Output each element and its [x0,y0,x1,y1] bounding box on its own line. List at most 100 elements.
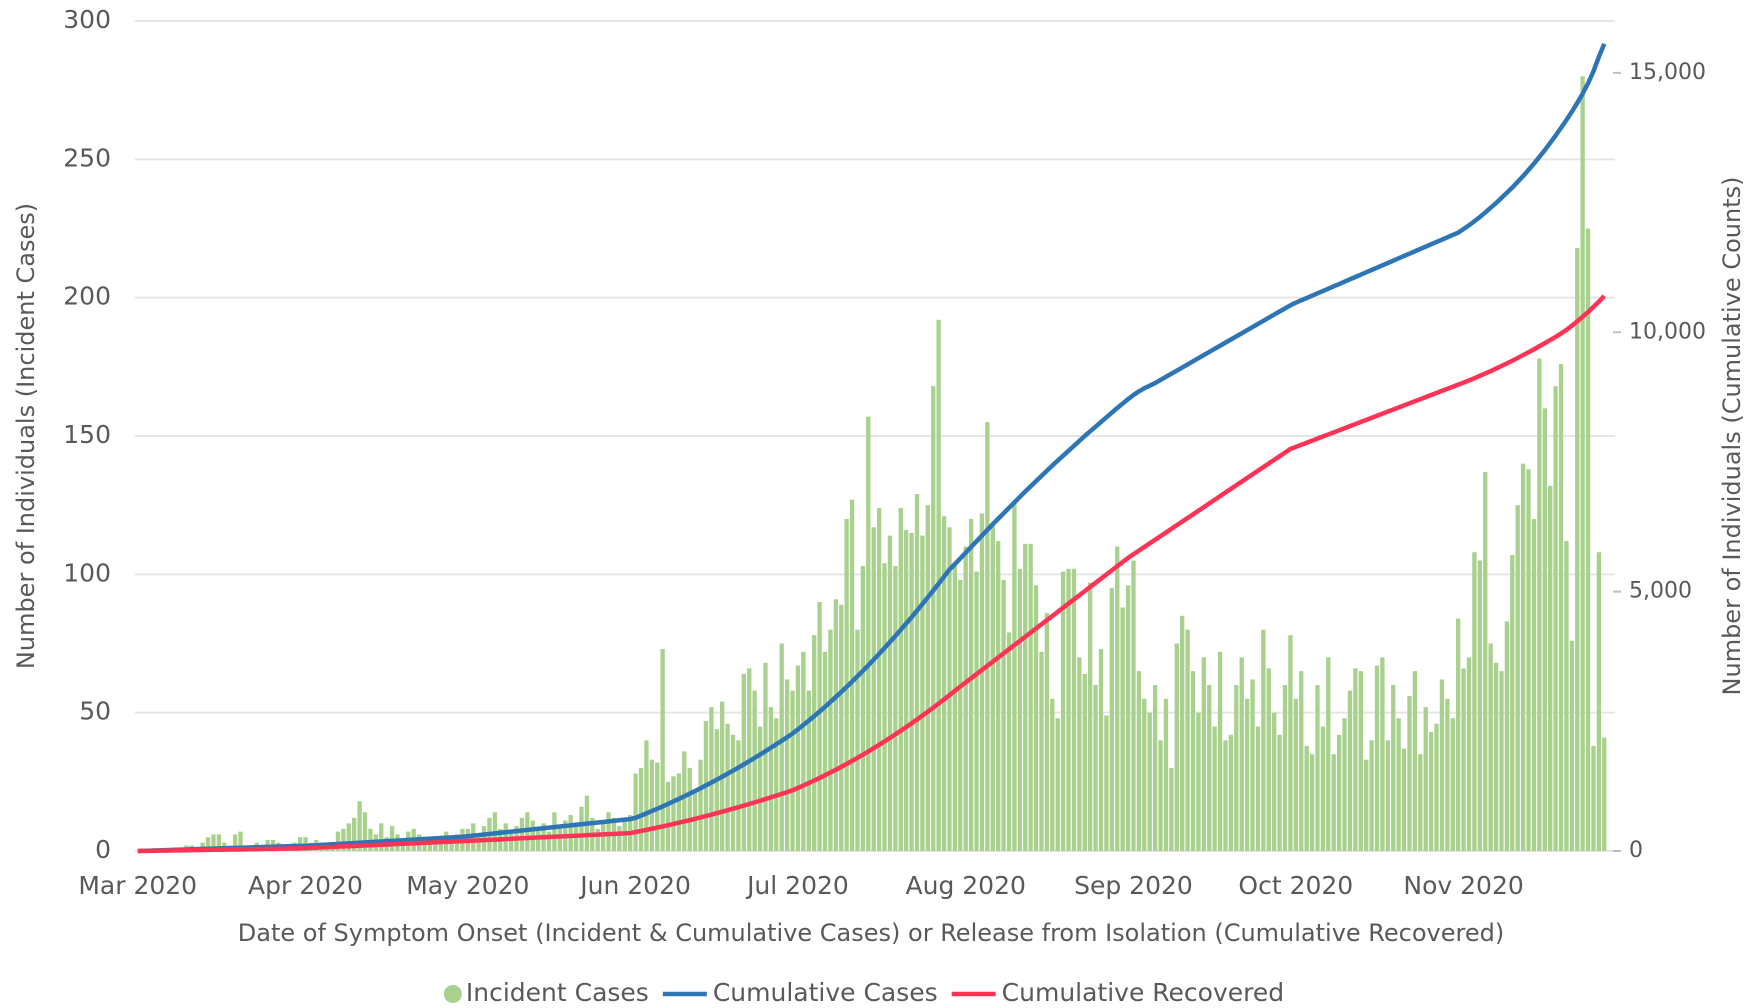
bar [1477,560,1482,851]
bar [1456,618,1461,851]
bar [617,826,622,851]
bar [1050,698,1055,851]
bar [1396,718,1401,851]
bar [1520,463,1526,851]
bar [671,776,676,851]
bar [238,831,243,851]
bar [1039,651,1044,851]
bar [335,831,341,851]
bar [600,823,606,851]
bar [1239,657,1244,851]
bar [963,546,968,851]
bar [568,815,573,851]
bar [1510,554,1515,851]
bar [887,535,893,851]
bar [346,823,351,851]
bar [433,842,438,851]
bar [849,499,855,851]
bar [1261,629,1266,851]
bar [1234,685,1239,851]
bar [1466,657,1472,851]
bar [725,723,730,851]
y2-tick-label: 5,000 [1629,579,1692,604]
legend-label: Incident Cases [466,978,649,1007]
bar [379,823,384,851]
bar [1207,685,1212,851]
y-tick-label: 300 [63,5,111,34]
bar [1423,707,1428,851]
bar [1499,671,1504,851]
bar [1174,643,1179,851]
bar [1564,541,1569,851]
x-tick-label: Jun 2020 [578,871,691,900]
bar [822,651,828,851]
bar [736,740,741,851]
bar [638,768,644,851]
x-tick-label: Nov 2020 [1403,871,1523,900]
bar [714,729,719,851]
bar [1391,685,1396,851]
bar [1585,228,1591,851]
bar [779,643,784,851]
x-tick-label: Oct 2020 [1238,871,1353,900]
bar [1364,759,1369,851]
bar [801,651,806,851]
bar [1309,754,1315,851]
bar [1282,685,1288,851]
y-tick-label: 200 [63,282,111,311]
bar [1407,696,1412,851]
bar [633,773,638,851]
bar [1347,690,1353,851]
bar [357,801,362,851]
bar [552,812,557,851]
bar [1434,723,1439,851]
bar [1060,571,1066,851]
bar [1169,768,1174,851]
bar [1591,745,1596,851]
bar [1602,737,1607,851]
bar [1001,579,1006,851]
bar [1109,588,1114,851]
bar [1201,657,1206,851]
bar [1077,657,1082,851]
bar [1558,364,1564,851]
bar [876,507,882,851]
bar [709,707,714,851]
bar [1017,568,1022,851]
bar [968,519,974,851]
bar [1493,662,1499,851]
x-axis-title: Date of Symptom Onset (Incident & Cumula… [238,919,1504,947]
bar [1028,543,1033,851]
bar [698,759,703,851]
bar [1190,671,1196,851]
bar [1369,740,1374,851]
bar [1526,469,1531,851]
y2-tick-label: 10,000 [1629,319,1706,344]
bar [1250,679,1255,851]
bar [1131,560,1136,851]
x-tick-label: Aug 2020 [906,871,1026,900]
bar [216,834,222,851]
bar [595,828,600,851]
bar [1445,698,1450,851]
bar [860,566,866,851]
y-tick-label: 50 [79,697,111,726]
bar [1088,582,1093,851]
bar [1196,712,1201,851]
bar [519,817,525,851]
bar [1548,485,1553,851]
bar [752,690,757,851]
y2-tick-label: 15,000 [1629,60,1706,85]
bar [1115,546,1120,851]
bar [1212,726,1217,851]
bar [1439,679,1445,851]
bar [974,571,979,851]
bar [1575,247,1580,851]
bar [622,820,627,851]
bar [1125,585,1131,851]
bar [1255,726,1261,851]
line [137,294,1606,854]
bar [833,599,838,851]
bar [1066,568,1071,851]
